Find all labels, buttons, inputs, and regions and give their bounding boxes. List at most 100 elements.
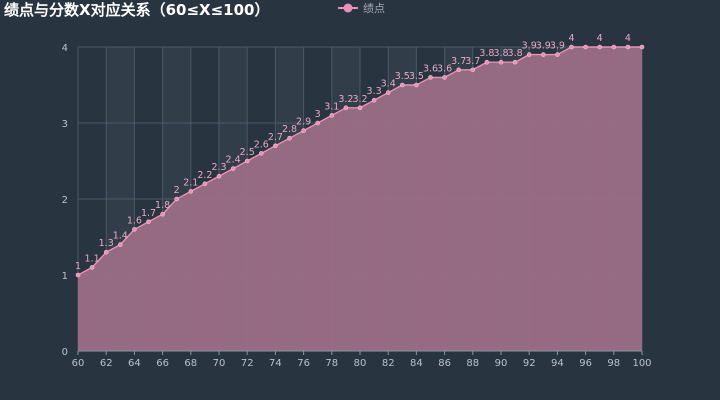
data-point bbox=[512, 59, 518, 65]
x-tick-label: 98 bbox=[607, 358, 620, 369]
x-tick-label: 76 bbox=[297, 358, 310, 369]
data-point bbox=[146, 219, 151, 225]
x-tick-label: 66 bbox=[156, 358, 169, 369]
data-label: 3.1 bbox=[324, 101, 339, 112]
data-label: 4 bbox=[568, 33, 574, 44]
data-point bbox=[103, 249, 109, 255]
data-point bbox=[118, 242, 123, 247]
data-label: 3.6 bbox=[437, 63, 452, 74]
data-point bbox=[244, 158, 250, 164]
data-label: 3.6 bbox=[423, 63, 438, 74]
data-label: 2.5 bbox=[240, 147, 255, 158]
x-tick-label: 100 bbox=[632, 358, 651, 369]
data-point bbox=[230, 166, 236, 171]
data-label: 4 bbox=[625, 33, 631, 44]
data-point bbox=[75, 272, 81, 278]
data-label: 3.4 bbox=[381, 79, 396, 90]
data-label: 3.2 bbox=[338, 94, 353, 105]
data-label: 3 bbox=[315, 109, 321, 120]
data-point bbox=[639, 44, 645, 50]
data-label: 1.6 bbox=[127, 215, 142, 226]
data-label: 2.1 bbox=[183, 177, 198, 188]
x-tick-label: 82 bbox=[382, 358, 395, 369]
data-label: 3.5 bbox=[395, 71, 410, 82]
data-label: 2.3 bbox=[211, 162, 226, 173]
legend-marker-icon bbox=[343, 3, 353, 13]
data-point bbox=[442, 75, 447, 80]
data-point bbox=[414, 82, 419, 88]
series-area bbox=[78, 47, 642, 351]
x-tick-label: 62 bbox=[100, 358, 113, 369]
x-tick-label: 84 bbox=[410, 358, 423, 369]
data-point bbox=[428, 75, 433, 80]
data-label: 3.2 bbox=[352, 94, 367, 105]
data-point bbox=[569, 44, 574, 50]
data-label: 3.7 bbox=[465, 56, 480, 67]
x-tick-label: 64 bbox=[128, 358, 141, 369]
x-tick-label: 80 bbox=[354, 358, 367, 369]
data-point bbox=[456, 67, 462, 73]
x-tick-label: 60 bbox=[72, 358, 85, 369]
data-label: 2.2 bbox=[197, 170, 212, 181]
x-tick-label: 88 bbox=[466, 358, 479, 369]
y-tick-label: 0 bbox=[62, 347, 68, 358]
y-tick-label: 1 bbox=[62, 271, 68, 282]
x-tick-label: 70 bbox=[213, 358, 226, 369]
data-point bbox=[216, 173, 222, 179]
data-label: 3.9 bbox=[536, 41, 551, 52]
data-point bbox=[484, 59, 490, 65]
data-label: 3.9 bbox=[522, 41, 537, 52]
data-label: 3.9 bbox=[550, 41, 565, 52]
data-point bbox=[329, 113, 335, 118]
y-tick-label: 2 bbox=[62, 195, 68, 206]
data-label: 3.7 bbox=[451, 56, 466, 67]
data-point bbox=[258, 151, 264, 156]
data-point bbox=[371, 97, 377, 103]
x-tick-label: 92 bbox=[523, 358, 536, 369]
data-label: 1 bbox=[75, 261, 81, 272]
data-label: 2.6 bbox=[254, 139, 269, 150]
data-label: 1.3 bbox=[99, 238, 114, 249]
x-tick-label: 78 bbox=[325, 358, 338, 369]
x-tick-label: 96 bbox=[579, 358, 592, 369]
data-point bbox=[301, 128, 306, 133]
data-point bbox=[385, 90, 391, 95]
x-tick-label: 90 bbox=[495, 358, 508, 369]
data-label: 1.7 bbox=[141, 208, 156, 219]
data-label: 3.3 bbox=[367, 86, 382, 97]
data-label: 3.8 bbox=[493, 48, 508, 59]
x-tick-label: 72 bbox=[241, 358, 254, 369]
data-label: 2.8 bbox=[282, 124, 297, 135]
data-label: 2 bbox=[174, 185, 180, 196]
data-point bbox=[540, 52, 546, 57]
data-label: 2.9 bbox=[296, 117, 311, 128]
data-point bbox=[287, 135, 292, 141]
data-point bbox=[315, 120, 321, 126]
x-tick-label: 68 bbox=[184, 358, 197, 369]
data-point bbox=[611, 44, 617, 50]
y-tick-label: 4 bbox=[62, 43, 68, 54]
data-label: 3.8 bbox=[508, 48, 523, 59]
data-point bbox=[273, 143, 278, 149]
legend-label: 绩点 bbox=[363, 2, 385, 15]
axes bbox=[77, 350, 643, 355]
data-label: 1.8 bbox=[155, 200, 170, 211]
data-labels: 11.11.31.41.61.71.822.12.22.32.42.52.62.… bbox=[75, 33, 631, 272]
data-point bbox=[625, 44, 631, 50]
y-tick-label: 3 bbox=[62, 119, 68, 130]
data-label: 1.4 bbox=[113, 231, 128, 242]
legend[interactable]: 绩点 bbox=[338, 2, 385, 15]
tick-labels: 60 62 64 66 68 70 72 74 76 78 80 82 84 86 88 90 92 94 96 98… bbox=[62, 43, 652, 369]
data-point bbox=[399, 82, 405, 88]
data-point bbox=[583, 44, 588, 50]
data-label: 4 bbox=[597, 33, 603, 44]
data-label: 2.4 bbox=[226, 155, 241, 166]
data-point bbox=[555, 52, 560, 57]
x-tick-label: 74 bbox=[269, 358, 282, 369]
data-point bbox=[498, 59, 504, 65]
data-label: 2.7 bbox=[268, 132, 283, 143]
data-point bbox=[343, 105, 349, 111]
x-tick-label: 86 bbox=[438, 358, 451, 369]
